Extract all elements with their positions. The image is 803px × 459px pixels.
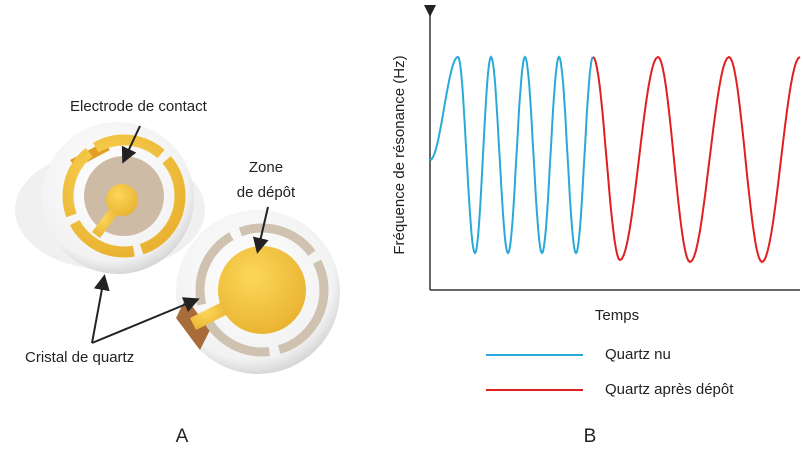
panel-label: B [584,426,597,447]
x-axis-label: Temps [595,307,639,324]
zone-label: de dépôt [237,184,296,201]
legend-entry: Quartz nu [605,346,671,363]
panel-label: A [176,426,189,447]
photo [15,122,340,374]
wave-coated [592,55,801,264]
electrode-label: Electrode de contact [70,98,208,115]
legend-entry: Quartz après dépôt [605,381,734,398]
crystal-label: Cristal de quartz [25,349,134,366]
y-axis-label: Fréquence de résonance (Hz) [391,55,408,254]
wave-bare [429,55,594,255]
zone-label: Zone [249,159,283,176]
